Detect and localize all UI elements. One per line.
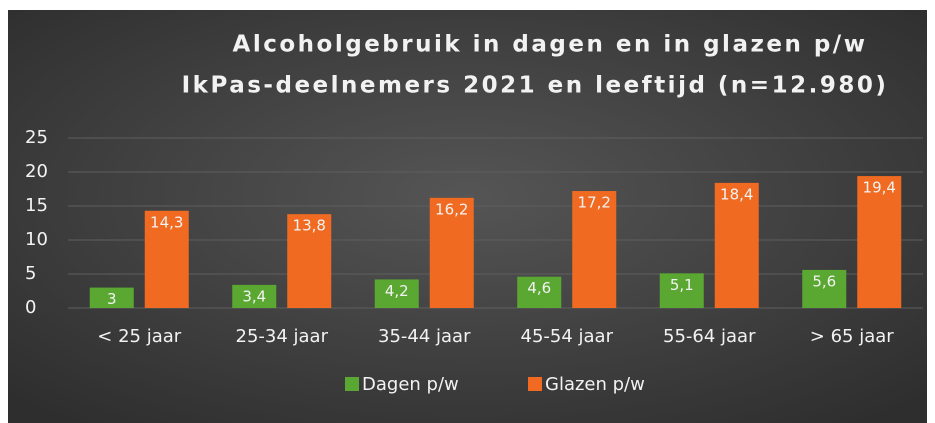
y-tick-label: 25: [25, 127, 48, 148]
value-label: 3,4: [242, 287, 266, 305]
x-tick-label: 35-44 jaar: [378, 326, 471, 347]
bar: [374, 279, 419, 308]
bar: [857, 176, 902, 308]
y-tick-label: 10: [25, 229, 48, 250]
value-label: 19,4: [863, 179, 896, 197]
bar: [517, 276, 562, 308]
value-label: 4,2: [385, 282, 409, 300]
y-tick-label: 20: [25, 161, 48, 182]
legend-swatch: [528, 377, 542, 391]
value-label: 5,6: [812, 272, 836, 290]
bar: [659, 273, 704, 308]
y-tick-label: 5: [25, 263, 36, 284]
value-label: 18,4: [720, 185, 753, 203]
value-label: 3: [107, 290, 117, 308]
bar: [429, 197, 474, 308]
bar: [144, 210, 189, 308]
x-tick-label: > 65 jaar: [810, 326, 894, 347]
value-label: 4,6: [527, 279, 551, 297]
bar: [232, 284, 277, 308]
value-label: 5,1: [670, 276, 694, 294]
bar: [89, 287, 134, 308]
x-tick-label: 45-54 jaar: [521, 326, 614, 347]
bar: [802, 269, 847, 308]
x-tick-label: 25-34 jaar: [236, 326, 329, 347]
y-tick-label: 0: [25, 297, 36, 318]
value-label: 17,2: [578, 194, 611, 212]
value-label: 14,3: [150, 213, 183, 231]
x-tick-label: < 25 jaar: [97, 326, 181, 347]
legend-label: Glazen p/w: [545, 374, 645, 395]
legend-swatch: [345, 377, 359, 391]
chart-subtitle: IkPas-deelnemers 2021 en leeftijd (n=12.…: [182, 73, 889, 99]
bar: [714, 182, 759, 308]
x-tick-label: 55-64 jaar: [663, 326, 756, 347]
bar: [287, 214, 332, 308]
value-label: 13,8: [293, 217, 326, 235]
legend-label: Dagen p/w: [362, 374, 459, 395]
bar: [572, 191, 617, 308]
chart-title: Alcoholgebruik in dagen en in glazen p/w: [233, 32, 868, 58]
y-tick-label: 15: [25, 195, 48, 216]
value-label: 16,2: [435, 200, 468, 218]
